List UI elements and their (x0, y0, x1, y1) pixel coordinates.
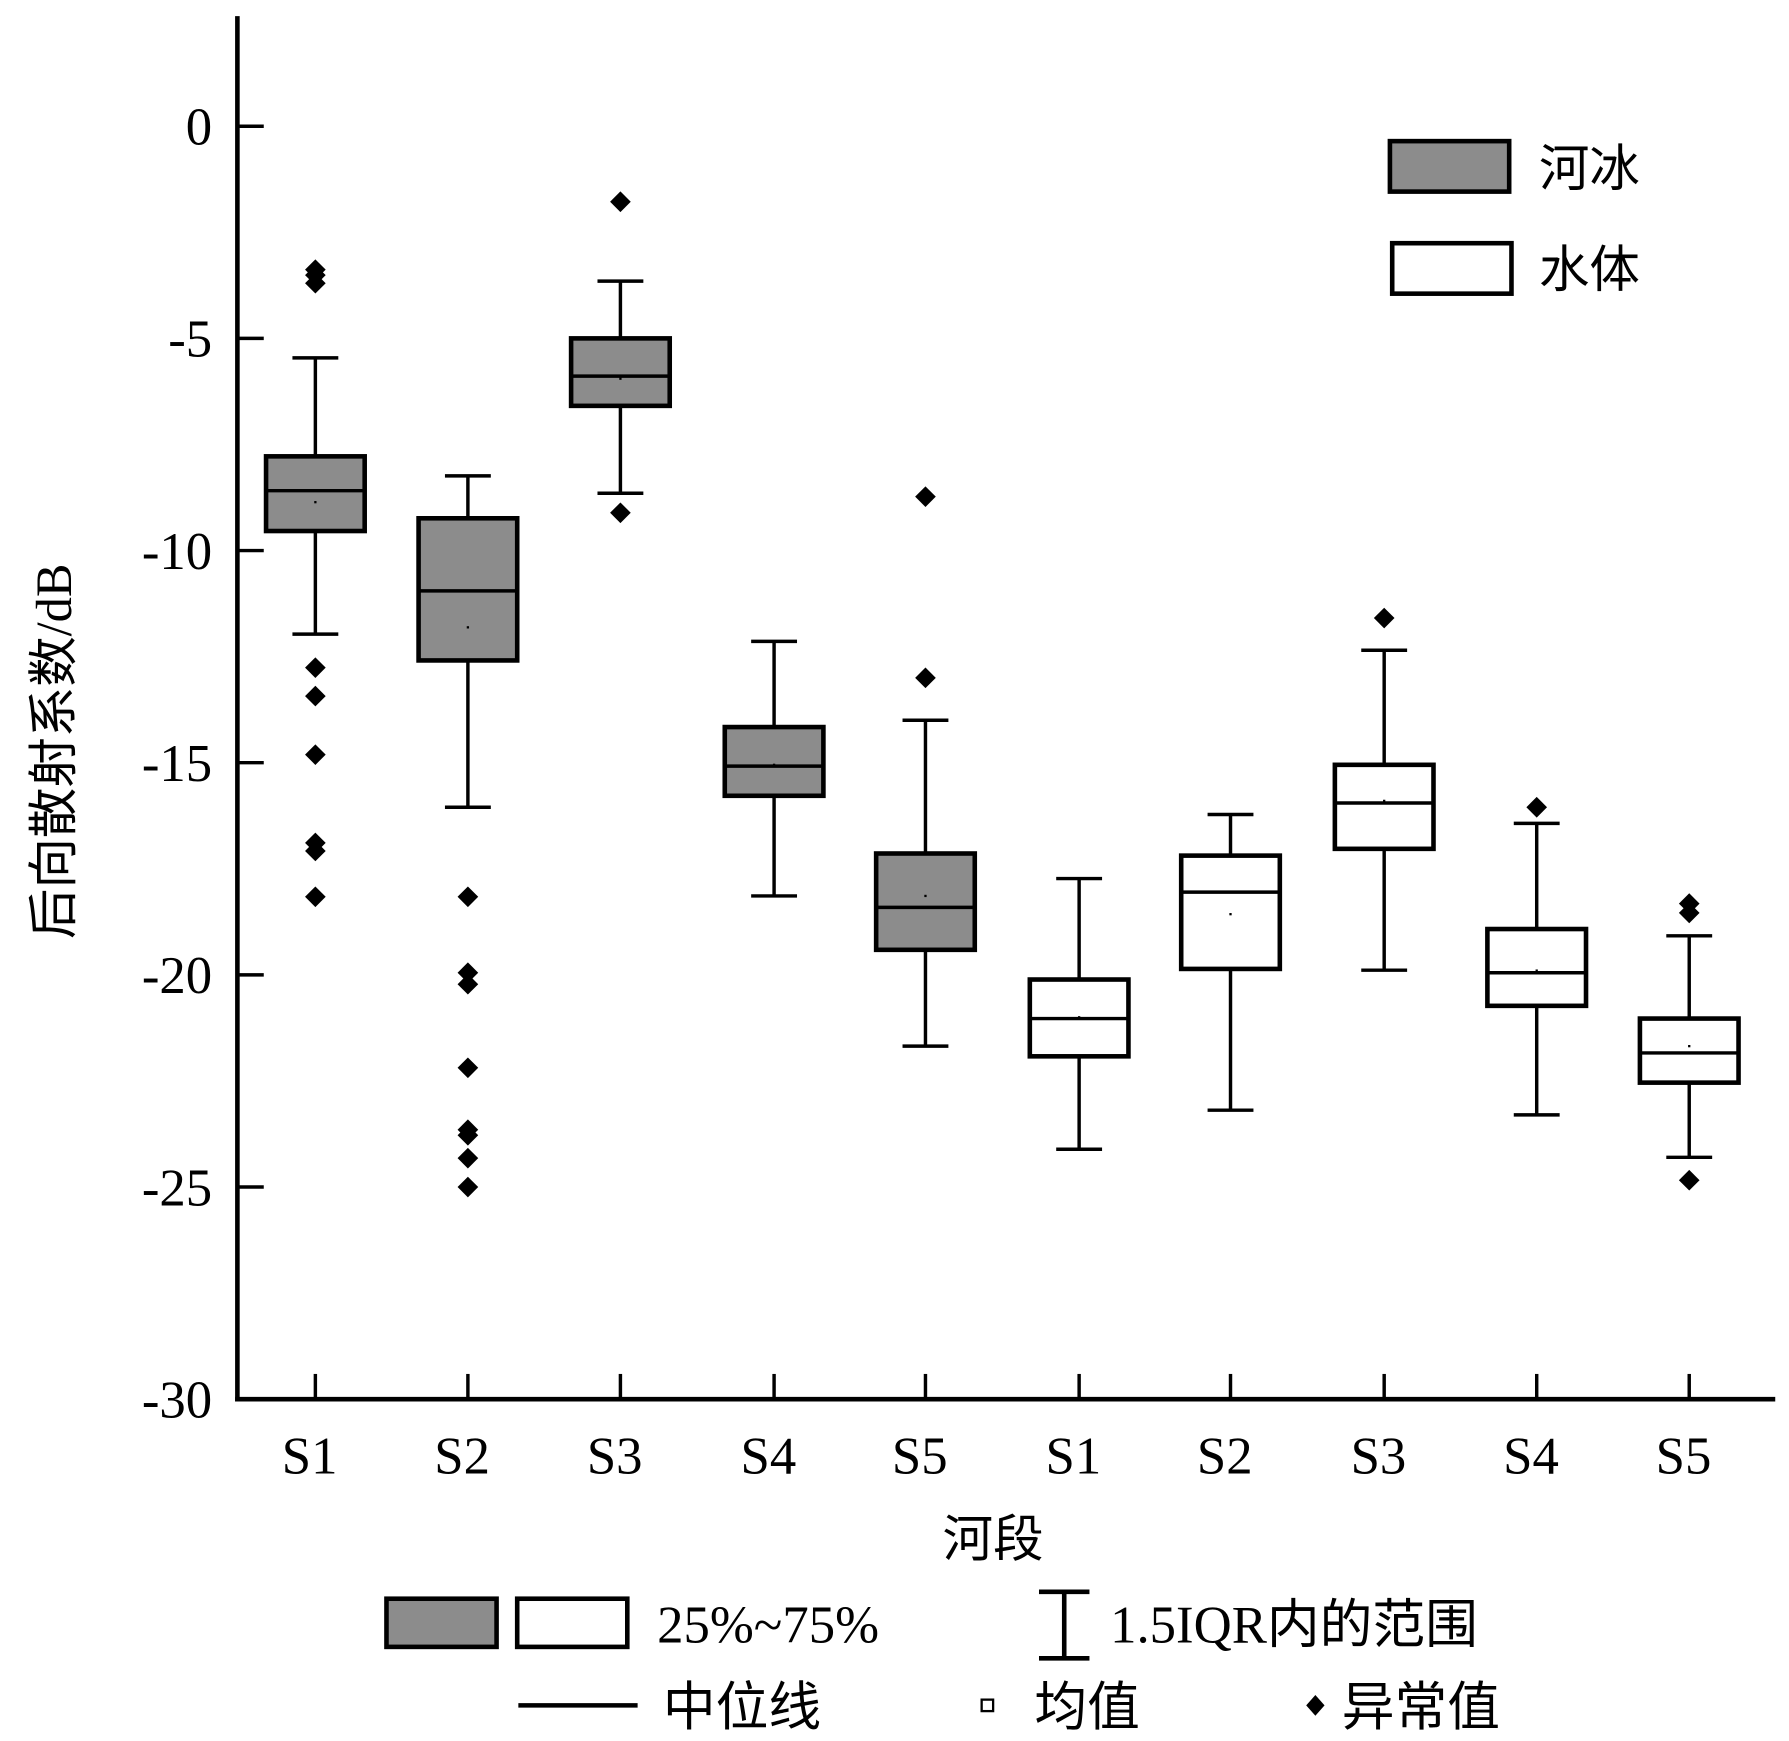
outlier-point (305, 657, 326, 678)
box-河冰-S5 (873, 486, 978, 1048)
outlier-point (457, 1176, 479, 1198)
x-tick-label: S4 (1503, 1428, 1559, 1486)
outlier-point (305, 744, 326, 765)
box-河冰-S4 (722, 639, 826, 898)
x-tick-label: S5 (892, 1428, 948, 1486)
key-outlier-icon (1306, 1695, 1325, 1716)
outlier-point (1373, 607, 1395, 629)
y-tick-label: -5 (168, 311, 212, 369)
key-box-gray (384, 1596, 499, 1650)
key-mean-label: 均值 (1034, 1679, 1140, 1737)
x-axis-label: 河段 (943, 1511, 1044, 1567)
box-水体-S3 (1332, 607, 1436, 972)
outlier-point (305, 840, 326, 862)
iqr-box (873, 851, 978, 953)
mean-marker (1077, 1016, 1081, 1019)
key-box-label: 25%~75% (657, 1596, 879, 1654)
mean-marker (1535, 969, 1538, 972)
outlier-point (305, 272, 326, 294)
mean-marker (466, 626, 470, 629)
box-河冰-S1 (263, 259, 367, 908)
x-ticks: S1 S2 S3 S4 S5 S1 S2 S3 S4 S5 (282, 1373, 1712, 1486)
y-tick-label: -25 (142, 1159, 212, 1217)
legend-swatch-ice (1387, 138, 1512, 194)
legend-swatch-water (1389, 240, 1514, 296)
outlier-point (457, 1057, 479, 1079)
outlier-point (1678, 1169, 1700, 1191)
key-median-label: 中位线 (663, 1679, 821, 1737)
legend-label-ice: 河冰 (1539, 141, 1640, 197)
outlier-point (457, 962, 479, 984)
x-tick-label: S5 (1656, 1428, 1712, 1486)
y-tick-label: -20 (142, 947, 212, 1005)
box-河冰-S2 (416, 474, 520, 1198)
y-tick-label: -15 (142, 735, 212, 793)
iqr-box (1178, 853, 1283, 972)
box-水体-S4 (1485, 796, 1589, 1117)
y-tick-label: -10 (142, 523, 212, 581)
outlier-point (457, 886, 479, 908)
iqr-box (1637, 1016, 1741, 1085)
axes (235, 16, 1776, 1402)
mean-marker (924, 894, 927, 898)
iqr-box (722, 724, 826, 799)
outlier-point (457, 973, 479, 995)
outlier-point (610, 191, 631, 213)
x-tick-label: S4 (740, 1428, 796, 1486)
outlier-point (1678, 902, 1700, 924)
iqr-box (1332, 762, 1436, 852)
x-tick-label: S1 (282, 1428, 338, 1486)
y-axis-label: 后向散射系数/dB (26, 563, 82, 939)
outlier-point (1526, 796, 1548, 818)
legend: 河冰 水体 (1387, 138, 1640, 298)
x-tick-label: S3 (587, 1428, 643, 1486)
outlier-point (457, 1147, 479, 1169)
x-tick-label: S2 (434, 1428, 490, 1486)
y-tick-label: -30 (142, 1372, 212, 1430)
key-outlier-label: 异常值 (1342, 1679, 1500, 1737)
mean-marker (619, 377, 622, 380)
outlier-point (610, 502, 631, 524)
outlier-point (305, 685, 326, 707)
mean-marker (1229, 913, 1232, 916)
box-水体-S2 (1178, 812, 1283, 1112)
y-tick-label: 0 (186, 99, 212, 157)
box-河冰-S3 (568, 191, 673, 524)
box-水体-S1 (1027, 876, 1131, 1151)
y-ticks: 0 -5 -10 -15 -20 -25 -30 (142, 99, 264, 1430)
key-whisker-icon (1038, 1589, 1090, 1661)
boxes (263, 191, 1741, 1198)
key-whisker-label: 1.5IQR内的范围 (1110, 1596, 1478, 1654)
key-mean-icon (980, 1698, 995, 1713)
key-box-white (514, 1596, 630, 1650)
key: 25%~75% 1.5IQR内的范围 中位线 均值 异常值 (384, 1589, 1500, 1737)
x-tick-label: S2 (1197, 1428, 1253, 1486)
outlier-point (305, 886, 326, 908)
x-tick-label: S1 (1046, 1428, 1102, 1486)
box-水体-S5 (1637, 893, 1741, 1191)
legend-label-water: 水体 (1539, 242, 1640, 298)
iqr-box (263, 454, 367, 534)
mean-marker (772, 763, 776, 766)
iqr-box (1485, 926, 1589, 1009)
mean-marker (1383, 799, 1386, 803)
outlier-point (915, 667, 936, 689)
mean-marker (1688, 1044, 1691, 1048)
x-tick-label: S3 (1351, 1428, 1407, 1486)
iqr-box (568, 336, 673, 409)
outlier-point (915, 486, 936, 507)
mean-marker (314, 501, 317, 504)
